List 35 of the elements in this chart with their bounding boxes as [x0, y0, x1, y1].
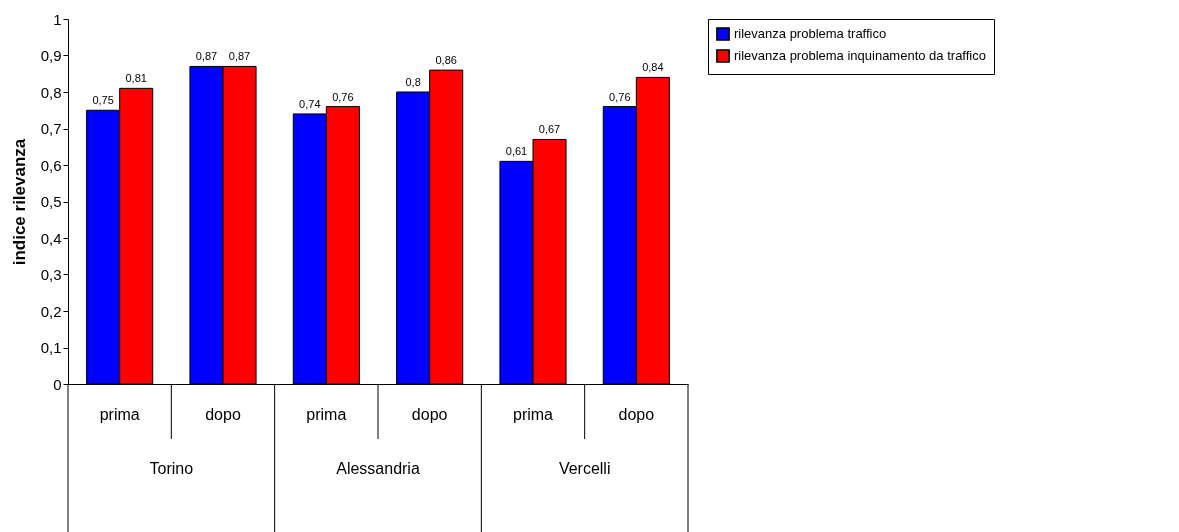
x-tick-label: dopo [205, 405, 241, 423]
x-tick-label: prima [99, 405, 140, 423]
y-tick-label: 0,6 [40, 156, 62, 174]
y-tick-label: 0,9 [40, 47, 62, 64]
y-tick-label: 0 [53, 375, 62, 393]
data-label: 0,76 [332, 90, 354, 103]
data-label: 0,84 [642, 61, 664, 74]
text: Vercelli [558, 460, 611, 477]
data-label: 0,87 [195, 50, 218, 63]
text: Torino [149, 460, 194, 477]
data-label: 0,76 [609, 90, 631, 103]
data-label: 0,87 [228, 50, 251, 63]
x-tick-label: prima [512, 405, 554, 423]
x-tick-label: dopo [411, 405, 448, 423]
data-label: 0,67 [538, 123, 561, 136]
text: Alessandria [336, 460, 420, 477]
data-label: 0,74 [299, 97, 321, 110]
data-label: 0,61 [505, 145, 528, 158]
y-tick-label: 0,8 [40, 83, 62, 101]
data-label: 0,86 [435, 54, 457, 67]
data-label: 0,81 [125, 72, 147, 85]
y-tick-label: 0,7 [40, 120, 62, 137]
y-tick-label: 0,3 [40, 266, 62, 283]
y-tick-label: 0,1 [40, 339, 62, 356]
legend-label: rilevanza problema traffico [734, 26, 887, 41]
data-label: 0,75 [92, 94, 114, 107]
y-tick-label: 0,2 [40, 302, 62, 320]
x-tick-label: dopo [618, 405, 655, 423]
data-label: 0,8 [405, 76, 421, 88]
y-axis-title: indice rilevanza [9, 138, 29, 266]
legend-label: rilevanza problema inquinamento da traffico [734, 48, 986, 63]
x-tick-label: prima [306, 405, 347, 423]
y-tick-label: 0,5 [40, 193, 62, 210]
y-tick-label: 0,4 [40, 229, 62, 247]
y-tick-label: 1 [53, 10, 62, 28]
